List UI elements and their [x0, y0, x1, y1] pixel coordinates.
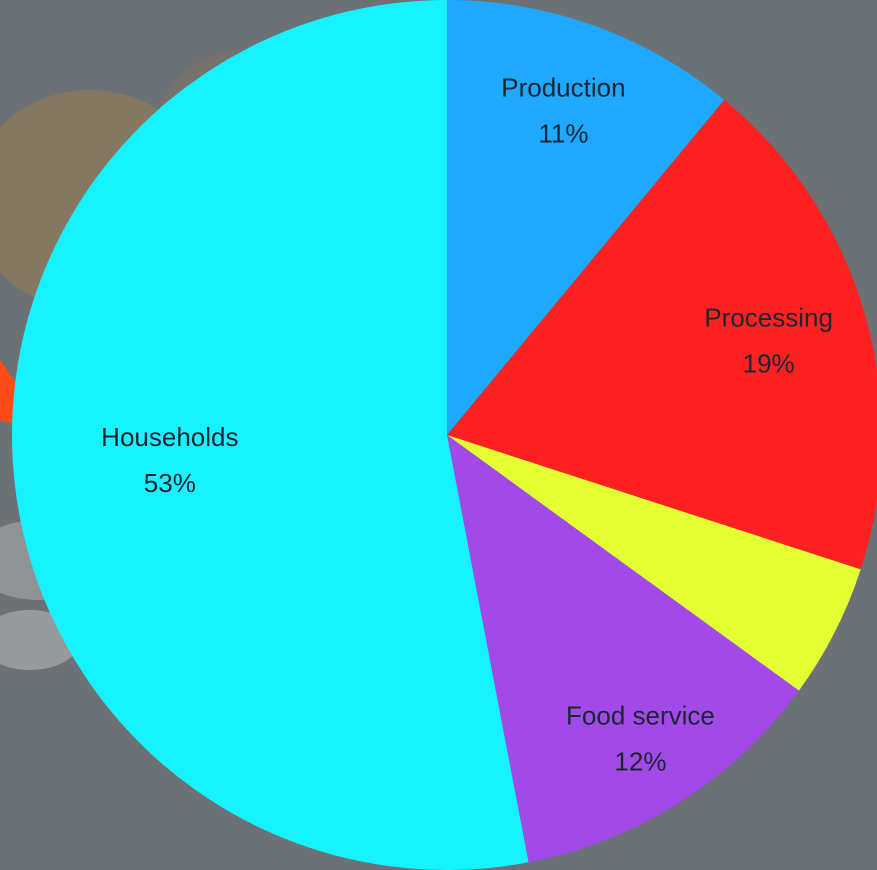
slice-label: Production — [501, 73, 625, 103]
labels: Production 11% Processing 19% Food service 12… — [101, 73, 833, 777]
value-label: 11% — [538, 119, 588, 149]
slice — [447, 435, 799, 863]
slice — [447, 99, 877, 570]
slice-label: Processing — [704, 302, 833, 332]
pie — [12, 0, 877, 870]
value-label: 19% — [743, 348, 795, 378]
value-label: 53% — [144, 468, 196, 498]
slice — [447, 0, 725, 435]
slice — [447, 435, 861, 691]
value-label: 12% — [614, 747, 666, 777]
slice — [12, 0, 529, 870]
slice-label: Households — [101, 422, 238, 452]
slice-label: Food service — [566, 701, 715, 731]
